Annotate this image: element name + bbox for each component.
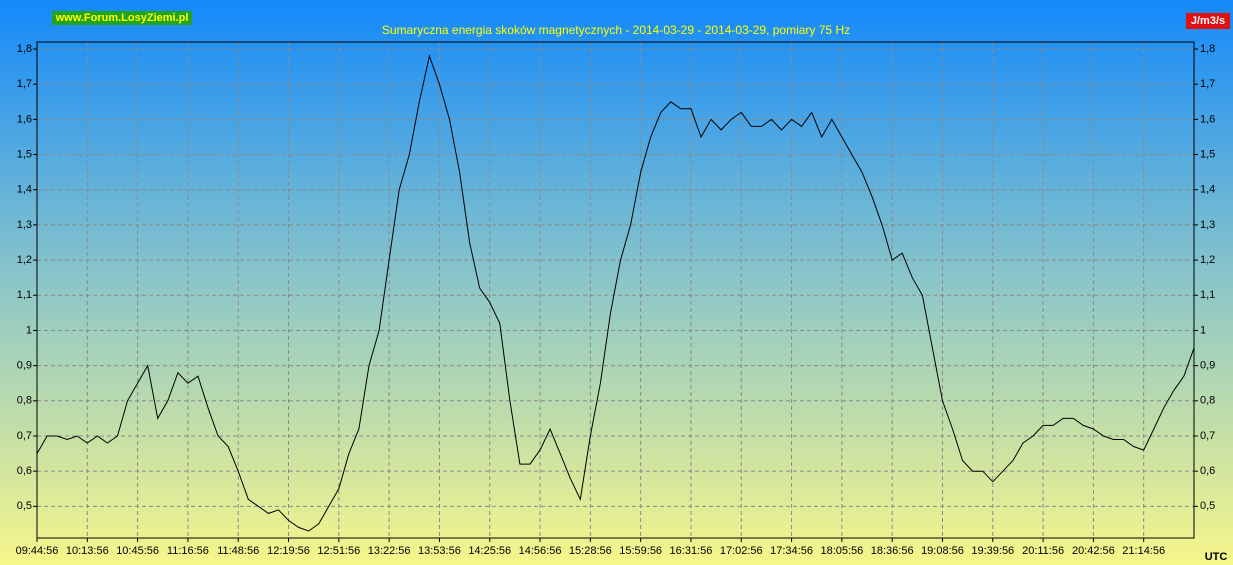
- x-tick-label: 18:05:56: [820, 545, 863, 557]
- y-tick-label: 0,6: [17, 465, 32, 477]
- y-tick-label: 0,9: [1200, 360, 1215, 372]
- x-tick-label: 12:19:56: [267, 545, 310, 557]
- y-tick-label: 0,9: [17, 360, 32, 372]
- y-tick-label: 1,8: [17, 43, 32, 55]
- y-tick-label: 0,7: [1200, 430, 1215, 442]
- y-tick-label: 1,1: [17, 289, 32, 301]
- y-tick-label: 0,8: [17, 395, 32, 407]
- y-tick-label: 0,5: [17, 500, 32, 512]
- y-tick-label: 1,5: [17, 148, 32, 160]
- x-tick-label: 14:25:56: [468, 545, 511, 557]
- y-tick-label: 1,1: [1200, 289, 1215, 301]
- y-tick-label: 1: [1200, 324, 1206, 336]
- x-tick-label: 13:53:56: [418, 545, 461, 557]
- chart-title: Sumaryczna energia skoków magnetycznych …: [382, 23, 850, 37]
- y-tick-label: 0,5: [1200, 500, 1215, 512]
- y-tick-label: 1: [26, 324, 32, 336]
- x-tick-label: 10:13:56: [66, 545, 109, 557]
- x-tick-label: 12:51:56: [317, 545, 360, 557]
- x-tick-label: 15:59:56: [619, 545, 662, 557]
- y-tick-label: 1,7: [17, 78, 32, 90]
- y-tick-label: 1,2: [17, 254, 32, 266]
- y-tick-label: 1,3: [1200, 219, 1215, 231]
- x-tick-label: 18:36:56: [871, 545, 914, 557]
- y-tick-label: 0,7: [17, 430, 32, 442]
- y-tick-label: 1,4: [1200, 184, 1215, 196]
- x-tick-label: 20:42:56: [1072, 545, 1115, 557]
- plot-frame: [36, 41, 1195, 539]
- y-tick-label: 1,6: [17, 113, 32, 125]
- x-tick-label: 13:22:56: [368, 545, 411, 557]
- unit-label: J/m3/s: [1191, 15, 1225, 27]
- x-axis-label: UTC: [1205, 551, 1228, 563]
- x-tick-label: 10:45:56: [116, 545, 159, 557]
- y-tick-label: 0,6: [1200, 465, 1215, 477]
- x-tick-label: 19:08:56: [921, 545, 964, 557]
- x-tick-label: 11:48:56: [217, 545, 259, 557]
- data-line: [36, 54, 1195, 532]
- x-tick-label: 11:16:56: [167, 545, 209, 557]
- x-tick-label: 16:31:56: [670, 545, 713, 557]
- watermark-box: [52, 11, 192, 25]
- x-tick-label: 17:02:56: [720, 545, 763, 557]
- unit-box: [1186, 13, 1230, 29]
- x-tick-label: 09:44:56: [16, 545, 59, 557]
- x-tick-label: 20:11:56: [1022, 545, 1064, 557]
- y-tick-label: 0,8: [1200, 395, 1215, 407]
- y-tick-label: 1,8: [1200, 43, 1215, 55]
- y-tick-label: 1,7: [1200, 78, 1215, 90]
- x-tick-label: 15:28:56: [569, 545, 612, 557]
- x-tick-label: 19:39:56: [971, 545, 1014, 557]
- watermark: www.Forum.LosyZiemi.pl: [55, 12, 189, 24]
- y-tick-label: 1,2: [1200, 254, 1215, 266]
- x-tick-label: 17:34:56: [770, 545, 813, 557]
- y-tick-label: 1,6: [1200, 113, 1215, 125]
- y-tick-label: 1,4: [17, 184, 32, 196]
- x-tick-label: 14:56:56: [519, 545, 562, 557]
- x-tick-label: 21:14:56: [1122, 545, 1165, 557]
- y-tick-label: 1,3: [17, 219, 32, 231]
- y-tick-label: 1,5: [1200, 148, 1215, 160]
